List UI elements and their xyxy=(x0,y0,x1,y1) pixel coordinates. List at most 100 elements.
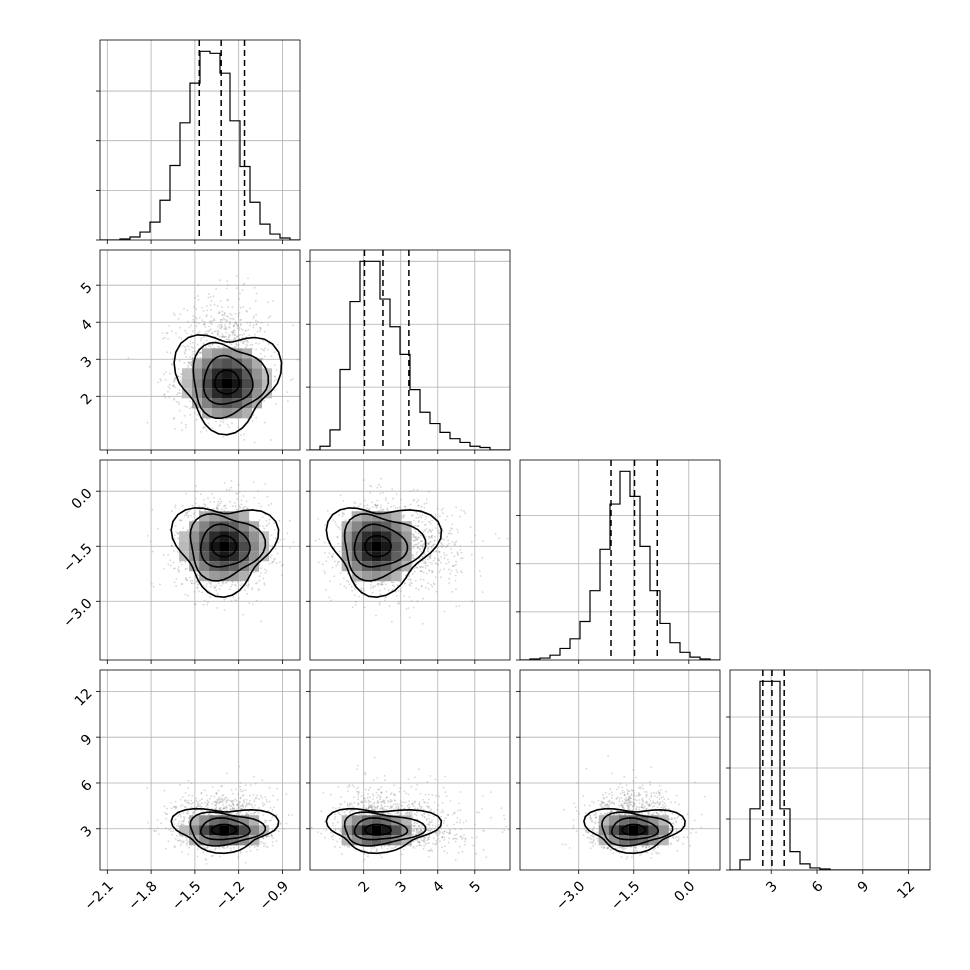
density-cell xyxy=(202,388,213,399)
scatter-point xyxy=(225,327,228,330)
scatter-point xyxy=(419,547,421,550)
density-cell xyxy=(229,511,240,522)
density-cell xyxy=(229,521,240,532)
scatter-point xyxy=(428,569,431,572)
scatter-point xyxy=(221,581,224,583)
scatter-point xyxy=(409,490,412,492)
density-cell xyxy=(192,368,203,379)
scatter-point xyxy=(179,313,182,315)
scatter-point xyxy=(233,325,236,327)
scatter-point xyxy=(167,385,170,388)
scatter-point xyxy=(354,581,357,584)
scatter-point xyxy=(240,503,243,506)
scatter-point xyxy=(162,373,165,376)
scatter-point xyxy=(192,315,195,317)
scatter-point xyxy=(172,417,175,420)
scatter-point xyxy=(195,418,198,421)
scatter-point xyxy=(179,519,182,522)
scatter-point xyxy=(375,506,378,509)
scatter-point xyxy=(233,334,236,337)
scatter-point xyxy=(442,512,444,515)
scatter-point xyxy=(264,819,266,822)
scatter-point xyxy=(230,343,233,346)
scatter-point xyxy=(419,544,422,547)
scatter-point xyxy=(220,584,223,587)
scatter-point xyxy=(260,505,262,508)
scatter-point xyxy=(193,511,196,514)
scatter-point xyxy=(381,580,384,583)
scatter-point xyxy=(445,546,447,549)
scatter-point xyxy=(247,329,250,331)
scatter-point xyxy=(183,308,185,310)
scatter-point xyxy=(230,600,233,603)
scatter-point xyxy=(257,588,260,590)
scatter-point xyxy=(237,315,240,318)
scatter-point xyxy=(171,384,174,387)
density-cell xyxy=(351,561,362,572)
scatter-point xyxy=(436,507,439,510)
scatter-point xyxy=(191,354,194,356)
scatter-point xyxy=(252,481,255,483)
density-cell xyxy=(381,521,392,532)
scatter-point xyxy=(193,320,196,323)
histogram-panel-0 xyxy=(96,39,301,244)
scatter-point xyxy=(187,361,190,364)
scatter-point xyxy=(223,609,226,611)
scatter-point xyxy=(428,541,431,544)
scatter-point xyxy=(186,528,189,531)
scatter-point xyxy=(420,540,423,543)
scatter-point xyxy=(177,566,180,568)
density-cell xyxy=(391,511,402,522)
scatter-point xyxy=(252,317,255,320)
scatter-point xyxy=(173,314,176,316)
scatter-point xyxy=(438,531,441,534)
scatter-point xyxy=(185,332,188,335)
scatter-point xyxy=(432,582,435,585)
scatter-point xyxy=(291,378,294,380)
scatter-point xyxy=(236,324,239,327)
density-cell xyxy=(252,388,263,399)
density-cell xyxy=(189,531,200,542)
density-cell xyxy=(371,541,382,552)
scatter-point xyxy=(425,515,428,518)
scatter-point xyxy=(269,556,272,558)
density-cell xyxy=(351,541,362,552)
scatter-point xyxy=(455,560,457,563)
scatter-point xyxy=(220,338,223,340)
scatter-point xyxy=(268,522,270,525)
density-cell xyxy=(182,378,193,389)
scatter-point xyxy=(209,345,212,348)
scatter-point xyxy=(245,329,247,332)
scatter-point xyxy=(458,605,461,607)
scatter-point xyxy=(198,330,201,333)
scatter-point xyxy=(217,331,219,334)
scatter-point xyxy=(420,585,423,587)
scatter-point xyxy=(171,510,173,513)
scatter-point xyxy=(174,524,177,527)
scatter-point xyxy=(445,554,448,556)
density-cell xyxy=(212,348,223,359)
scatter-point xyxy=(209,328,212,331)
scatter-point xyxy=(224,326,227,328)
scatter-point xyxy=(335,564,338,567)
scatter-point xyxy=(195,799,198,802)
scatter-point xyxy=(210,585,212,588)
scatter-point xyxy=(414,530,417,533)
scatter-point xyxy=(236,581,239,584)
scatter-point xyxy=(256,320,259,323)
scatter-point xyxy=(230,339,233,341)
scatter-point xyxy=(264,347,266,350)
scatter-point xyxy=(417,536,420,539)
scatter-point xyxy=(417,504,420,507)
scatter-point xyxy=(416,566,419,569)
scatter-point xyxy=(233,583,236,586)
scatter-point xyxy=(174,427,176,430)
scatter-point xyxy=(456,551,459,554)
scatter-point xyxy=(374,503,377,506)
scatter-point xyxy=(424,560,426,563)
scatter-point xyxy=(279,539,282,541)
scatter-point xyxy=(415,517,418,519)
scatter-point xyxy=(210,320,213,323)
scatter-point xyxy=(197,295,199,297)
scatter-point xyxy=(186,511,188,514)
